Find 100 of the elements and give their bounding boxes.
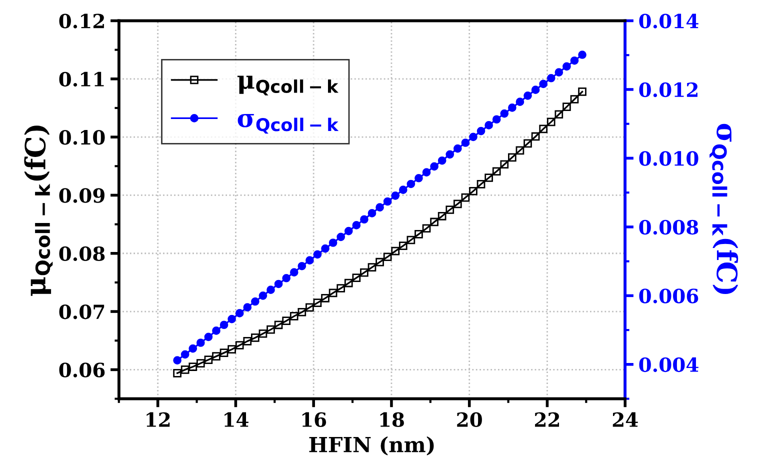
point xyxy=(243,303,252,312)
point xyxy=(391,246,400,256)
point xyxy=(414,174,423,182)
y-axis-title: μ$_{Qcoll−k}$(fC) xyxy=(24,126,53,296)
point xyxy=(243,337,252,346)
legend-label: σ$_{Qcoll−k}$ xyxy=(238,114,339,134)
point xyxy=(336,284,346,292)
point xyxy=(344,278,353,288)
point xyxy=(438,212,446,220)
x-tick-label: 16 xyxy=(302,412,326,428)
x-tick-label: 18 xyxy=(380,412,404,428)
y-tick-label: 0.11 xyxy=(59,72,104,87)
point xyxy=(531,132,540,141)
point xyxy=(360,215,368,224)
point xyxy=(274,320,283,330)
point xyxy=(298,262,306,270)
point xyxy=(398,242,408,250)
point xyxy=(228,314,236,324)
x-axis-title: HFIN (nm) xyxy=(309,436,434,456)
point xyxy=(313,298,322,307)
point xyxy=(562,62,571,71)
point xyxy=(196,359,205,368)
point xyxy=(446,150,454,159)
point xyxy=(508,104,516,112)
point xyxy=(469,186,478,196)
x-tick-label: 20 xyxy=(457,412,482,428)
point xyxy=(290,268,298,276)
point xyxy=(539,80,548,88)
point xyxy=(321,294,330,302)
point xyxy=(570,56,579,65)
point xyxy=(554,110,564,119)
point xyxy=(368,263,376,272)
point xyxy=(453,200,462,208)
point xyxy=(422,224,431,233)
point xyxy=(398,186,408,194)
point xyxy=(282,316,290,325)
point xyxy=(204,356,213,364)
point xyxy=(578,50,586,59)
point xyxy=(173,369,182,378)
y2-tick-label: 0.008 xyxy=(639,220,698,235)
point xyxy=(321,244,330,253)
y-tick-label: 0.08 xyxy=(59,246,105,262)
point xyxy=(228,345,236,354)
point xyxy=(414,230,423,238)
point xyxy=(469,132,478,142)
point xyxy=(266,325,275,334)
point xyxy=(306,256,314,264)
y2-tick-label: 0.010 xyxy=(639,151,698,166)
point xyxy=(298,308,306,316)
point xyxy=(220,320,228,330)
point xyxy=(476,126,486,136)
point xyxy=(430,218,438,226)
point xyxy=(406,180,416,188)
point xyxy=(290,312,298,320)
point xyxy=(546,118,556,126)
point xyxy=(258,329,268,338)
x-tick-label: 14 xyxy=(224,412,248,427)
point xyxy=(492,167,501,176)
point xyxy=(336,232,346,242)
point xyxy=(578,88,586,96)
point xyxy=(344,226,353,236)
x-tick-label: 12 xyxy=(146,412,170,427)
point xyxy=(376,203,384,212)
point xyxy=(500,109,509,118)
y-tick-label: 0.09 xyxy=(59,188,104,203)
y-tick-label: 0.12 xyxy=(59,14,104,28)
point xyxy=(188,344,198,353)
point xyxy=(524,91,532,100)
point xyxy=(524,139,532,148)
point xyxy=(570,95,579,104)
point xyxy=(430,162,438,171)
point xyxy=(546,74,556,82)
y2-tick-label: 0.004 xyxy=(639,357,698,372)
point xyxy=(484,174,493,182)
point xyxy=(352,274,361,282)
point xyxy=(173,356,182,364)
point xyxy=(438,156,446,165)
point xyxy=(391,192,400,200)
y2-tick-label: 0.006 xyxy=(639,288,698,304)
point xyxy=(328,288,338,298)
point xyxy=(258,292,268,300)
point xyxy=(235,309,244,318)
point xyxy=(204,332,213,342)
point xyxy=(220,348,228,357)
point xyxy=(212,326,220,335)
point xyxy=(376,258,384,266)
point xyxy=(461,193,470,202)
point xyxy=(500,160,509,169)
point xyxy=(383,197,392,206)
point xyxy=(251,297,260,306)
x-tick-label: 24 xyxy=(612,412,638,427)
y2-axis-title: σ$_{Qcoll−k}$(fC) xyxy=(710,124,738,294)
point xyxy=(360,268,368,277)
point xyxy=(461,138,470,147)
point xyxy=(313,250,322,259)
point xyxy=(484,121,493,130)
point xyxy=(516,146,524,155)
x-tick-label: 22 xyxy=(534,412,560,427)
legend-label: μ$_{Qcoll−k}$ xyxy=(237,76,338,96)
y-tick-label: 0.10 xyxy=(59,130,105,145)
